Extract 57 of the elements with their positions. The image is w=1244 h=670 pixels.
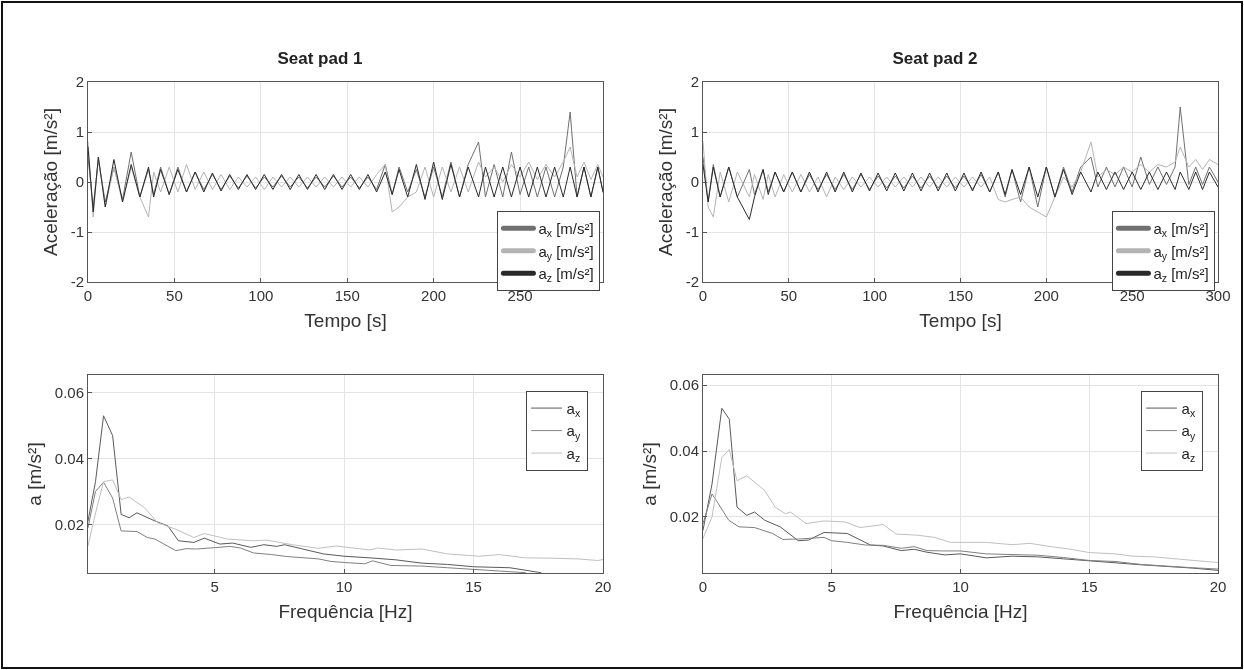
y-tick-label: 2 bbox=[690, 73, 699, 91]
x-tick-label: 100 bbox=[862, 287, 888, 304]
x-axis-title: Frequência [Hz] bbox=[278, 600, 413, 622]
y-axis-title: a [m/s²] bbox=[23, 442, 45, 506]
y-tick-label: 1 bbox=[75, 123, 84, 141]
x-tick-label: 50 bbox=[166, 287, 183, 304]
x-tick-label: 5 bbox=[827, 578, 836, 595]
y-tick-label: 0.06 bbox=[54, 384, 84, 402]
legend-label: a$_{x}$ [m/s²] bbox=[1153, 220, 1209, 240]
legend-label: a$_{z}$ [m/s²] bbox=[1153, 265, 1209, 285]
y-axis-title: a [m/s²] bbox=[638, 442, 660, 506]
y-tick-label: 0.04 bbox=[669, 442, 699, 460]
x-tick-label: 50 bbox=[780, 287, 798, 304]
x-tick-label: 20 bbox=[594, 578, 612, 595]
y-tick-label: -2 bbox=[70, 273, 84, 291]
legend-label: a$_{x}$ bbox=[1181, 399, 1196, 420]
x-tick-label: 250 bbox=[507, 287, 533, 304]
chart-title: Seat pad 2 bbox=[892, 48, 978, 68]
x-axis-title: Tempo [s] bbox=[919, 309, 1002, 331]
y-tick-label: 0.02 bbox=[669, 508, 699, 526]
x-tick-label: 10 bbox=[952, 578, 969, 595]
x-tick-label: 150 bbox=[947, 287, 974, 304]
legend-label: a$_{x}$ [m/s²] bbox=[538, 220, 594, 240]
x-tick-label: 15 bbox=[465, 578, 482, 595]
x-tick-label: 100 bbox=[248, 287, 274, 304]
legend-label: a$_{z}$ [m/s²] bbox=[538, 265, 594, 285]
legend-label: a$_{y}$ [m/s²] bbox=[538, 242, 594, 262]
legend-label: a$_{y}$ bbox=[566, 422, 581, 442]
legend-label: a$_{y}$ [m/s²] bbox=[1153, 242, 1209, 262]
x-tick-label: 5 bbox=[210, 578, 219, 595]
y-tick-label: 0 bbox=[690, 173, 699, 191]
y-tick-label: 2 bbox=[75, 73, 84, 91]
x-tick-label: 15 bbox=[1080, 578, 1098, 595]
y-tick-label: 0.02 bbox=[54, 515, 84, 533]
x-axis-title: Frequência [Hz] bbox=[893, 600, 1028, 622]
y-tick-label: 0.04 bbox=[54, 449, 84, 467]
x-tick-label: 150 bbox=[334, 287, 360, 304]
legend-label: a$_{z}$ bbox=[1181, 444, 1196, 465]
x-tick-label: 250 bbox=[1119, 287, 1145, 304]
y-tick-label: -1 bbox=[685, 223, 699, 241]
legend-label: a$_{z}$ bbox=[566, 444, 581, 465]
legend-label: a$_{y}$ bbox=[1181, 422, 1196, 442]
legend-label: a$_{x}$ bbox=[566, 399, 581, 420]
y-tick-label: 0.06 bbox=[669, 376, 699, 394]
y-axis-title: Aceleração [m/s²] bbox=[39, 108, 61, 256]
x-tick-label: 200 bbox=[1033, 287, 1059, 304]
x-axis-title: Tempo [s] bbox=[304, 309, 387, 331]
x-tick-label: 200 bbox=[421, 287, 447, 304]
y-axis-title: Aceleração [m/s²] bbox=[654, 108, 676, 256]
y-tick-label: 0 bbox=[75, 173, 84, 191]
chart-title: Seat pad 1 bbox=[277, 48, 363, 68]
y-tick-label: 1 bbox=[690, 123, 699, 141]
x-tick-label: 10 bbox=[335, 578, 353, 595]
y-tick-label: -2 bbox=[685, 273, 699, 291]
y-tick-label: -1 bbox=[70, 223, 84, 241]
x-tick-label: 20 bbox=[1209, 578, 1227, 595]
x-tick-label: 300 bbox=[1205, 287, 1231, 304]
